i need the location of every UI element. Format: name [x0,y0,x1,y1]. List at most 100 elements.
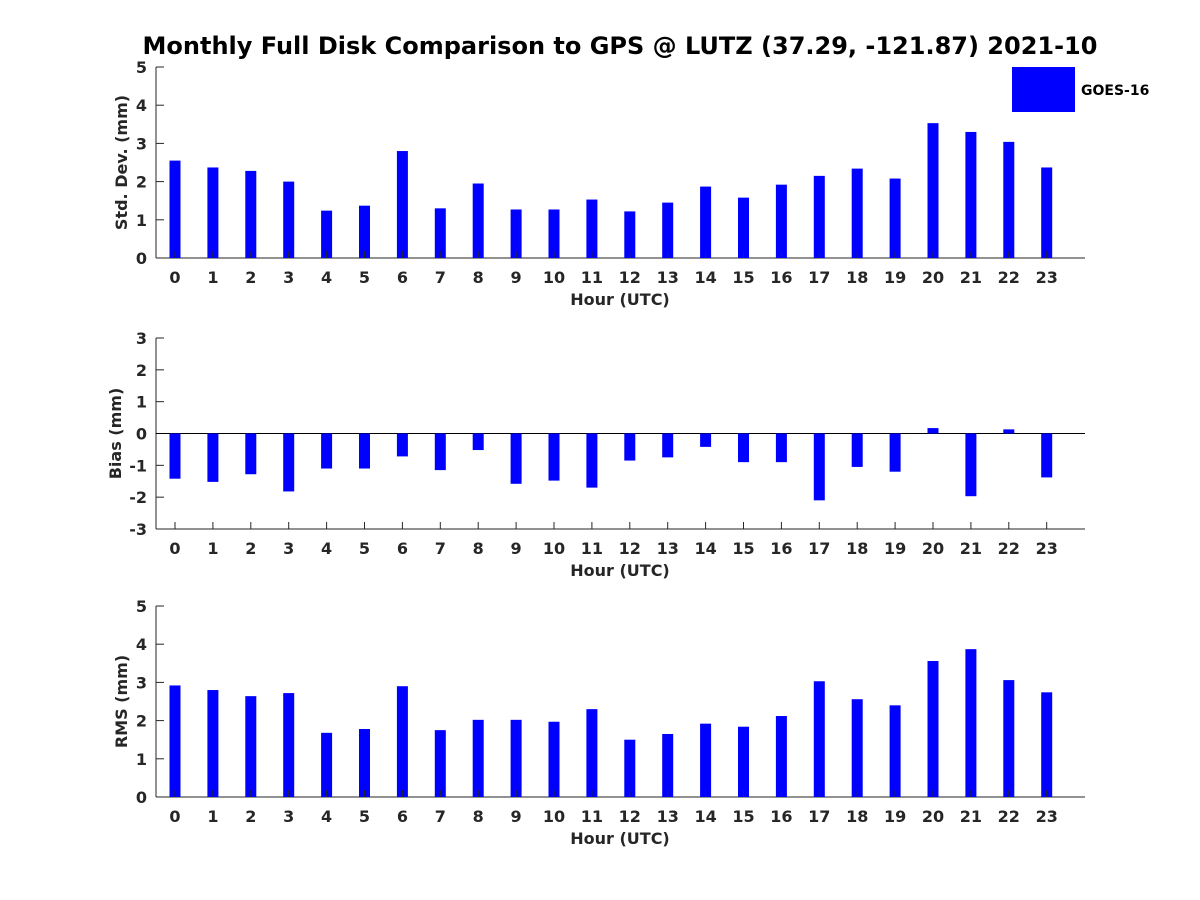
std-dev-bar-hour-13 [662,202,674,258]
x-tick-label: 16 [770,807,792,826]
x-tick-label: 14 [694,268,716,287]
x-tick-label: 22 [998,807,1020,826]
x-tick-label: 20 [922,268,944,287]
x-tick-label: 8 [473,268,484,287]
rms-bar-hour-11 [586,709,598,797]
y-tick-label: 1 [136,393,147,412]
std-dev-bar-hour-4 [321,210,333,258]
rms-bar-hour-23 [1041,692,1053,797]
x-tick-label: 12 [619,807,641,826]
x-tick-label: 2 [245,539,256,558]
legend-swatch [1012,67,1075,112]
bias-bar-hour-13 [662,433,674,458]
y-tick-label: 2 [136,361,147,380]
x-tick-label: 2 [245,807,256,826]
x-tick-label: 12 [619,539,641,558]
x-tick-label: 19 [884,539,906,558]
x-tick-label: 0 [169,539,180,558]
rms-bar-hour-20 [927,661,939,797]
x-tick-label: 5 [359,539,370,558]
std-dev-bar-hour-20 [927,123,939,259]
x-tick-label: 4 [321,807,332,826]
std-dev-bar-hour-9 [510,209,522,258]
std-dev-bar-hour-2 [245,170,257,258]
std-dev-bar-hour-7 [434,208,446,258]
y-tick-label: 3 [136,673,147,692]
x-tick-label: 14 [694,539,716,558]
x-tick-label: 21 [960,807,982,826]
x-tick-label: 19 [884,268,906,287]
x-tick-label: 13 [657,807,679,826]
legend: GOES-16 [1012,67,1149,112]
x-tick-label: 16 [770,539,792,558]
rms-bar-hour-21 [965,649,977,797]
x-tick-label: 10 [543,268,565,287]
x-tick-label: 21 [960,539,982,558]
bias-bar-hour-5 [359,433,370,469]
x-tick-label: 10 [543,807,565,826]
rms-bar-hour-15 [738,726,749,797]
std-dev-bar-hour-15 [738,197,749,258]
x-tick-label: 20 [922,807,944,826]
bias-bar-hour-2 [245,433,257,475]
x-tick-label: 4 [321,268,332,287]
x-tick-label: 3 [283,268,294,287]
x-tick-label: 16 [770,268,792,287]
bias-bar-hour-21 [965,433,977,497]
y-tick-label: -2 [129,488,147,507]
x-tick-label: 23 [1036,539,1058,558]
bias-bar-hour-15 [738,433,749,463]
bias-bar-hour-14 [700,433,712,447]
std-dev-bar-hour-18 [851,168,863,258]
y-tick-label: 5 [136,597,147,616]
bias-bar-hour-9 [510,433,522,484]
rms-bar-hour-12 [624,739,636,797]
y-tick-label: 3 [136,134,147,153]
std-dev-bar-hour-11 [586,199,598,258]
bias-bar-hour-6 [396,433,408,457]
x-tick-label: 7 [435,268,446,287]
x-tick-label: 17 [808,268,830,287]
x-tick-label: 15 [732,539,754,558]
x-tick-label: 6 [397,807,408,826]
rms-bar-hour-14 [700,723,712,797]
y-tick-label: 0 [136,249,147,268]
rms-bar-hour-13 [662,733,674,797]
std-dev-bar-hour-17 [813,175,825,258]
y-tick-label: 1 [136,211,147,230]
rms-bar-hour-18 [851,699,863,797]
x-tick-label: 23 [1036,268,1058,287]
y-axis-title: Bias (mm) [106,388,125,480]
std-dev-bar-hour-19 [889,178,901,258]
std-dev-bar-hour-0 [169,160,181,258]
x-tick-label: 1 [207,807,218,826]
x-tick-label: 6 [397,539,408,558]
std-dev-bar-hour-8 [472,183,484,258]
y-tick-label: -3 [129,520,147,539]
y-tick-label: 4 [136,96,147,115]
rms-bar-hour-0 [169,685,181,797]
y-tick-label: 5 [136,58,147,77]
x-tick-label: 9 [511,268,522,287]
x-tick-label: 13 [657,539,679,558]
std-dev-bar-hour-6 [396,151,408,258]
x-tick-label: 8 [473,807,484,826]
rms-bar-hour-3 [283,693,295,797]
bias-bar-hour-0 [169,433,181,479]
std-dev-bar-hour-12 [624,211,636,258]
bias-bar-hour-16 [775,433,787,463]
x-tick-label: 1 [207,268,218,287]
bias-bar-hour-18 [851,433,863,467]
x-tick-label: 17 [808,539,830,558]
x-tick-label: 1 [207,539,218,558]
y-tick-label: 2 [136,712,147,731]
x-tick-label: 3 [283,807,294,826]
rms-bar-hour-9 [510,719,522,797]
x-tick-label: 19 [884,807,906,826]
x-tick-label: 0 [169,268,180,287]
x-tick-label: 13 [657,268,679,287]
